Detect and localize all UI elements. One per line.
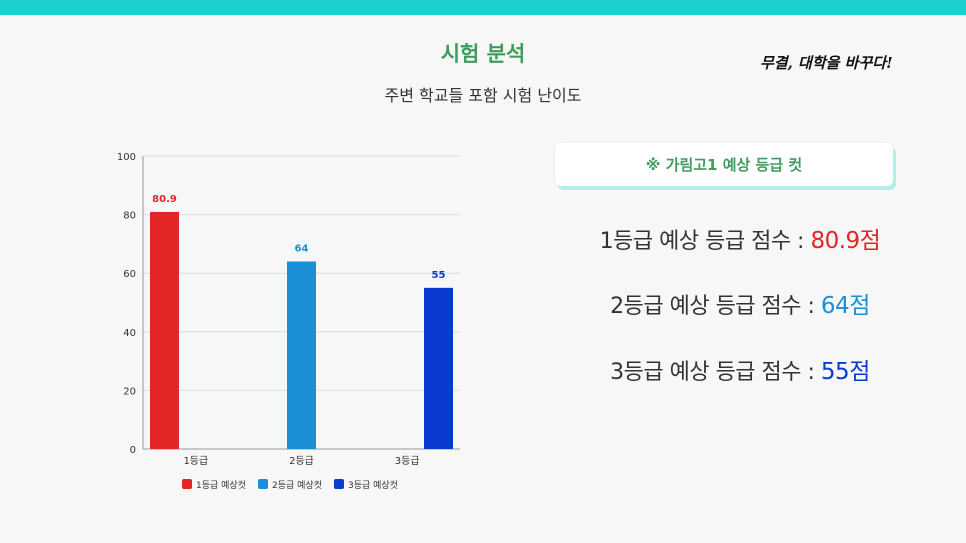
legend-label: 3등급 예상컷 (348, 480, 398, 491)
data-label: 80.9 (152, 194, 177, 205)
page-subtitle: 주변 학교들 포함 시험 난이도 (384, 86, 582, 105)
slogan-logo: 무결, 대학을 바꾸다! (760, 54, 893, 72)
score-line-1: 1등급 예상 등급 점수 : 80.9점 (555, 221, 925, 255)
y-tick-label: 0 (130, 445, 136, 456)
x-tick-label: 3등급 (395, 455, 420, 467)
score-label-1: 1등급 예상 등급 점수 : (599, 229, 811, 254)
x-tick-label: 1등급 (183, 455, 208, 467)
y-tick-label: 100 (117, 152, 136, 163)
y-tick-label: 80 (123, 211, 136, 222)
score-value-1: 80.9점 (810, 228, 881, 254)
bar (287, 261, 316, 449)
score-label-2: 2등급 예상 등급 점수 : (610, 294, 821, 319)
grade-cut-panel: ※ 가림고1 예상 등급 컷 (555, 143, 893, 186)
grade-cut-heading: ※ 가림고1 예상 등급 컷 (645, 156, 803, 174)
score-line-3: 3등급 예상 등급 점수 : 55점 (555, 352, 925, 386)
y-tick-label: 40 (123, 328, 136, 339)
bar (150, 211, 179, 449)
y-tick-label: 60 (123, 269, 136, 280)
bar-chart: 0 20 40 60 80 100 1등급 2등급 3등급 80.9 64 55 1등급 예상컷 2등급 … (117, 152, 460, 491)
page-title: 시험 분석 (440, 42, 526, 66)
legend-swatch (334, 479, 344, 489)
data-label: 64 (295, 243, 309, 254)
legend-label: 1등급 예상컷 (196, 480, 246, 491)
y-tick-label: 20 (123, 386, 136, 397)
x-tick-label: 2등급 (289, 455, 314, 467)
legend-label: 2등급 예상컷 (272, 480, 322, 491)
top-accent-bar (0, 0, 966, 15)
bar (424, 287, 453, 449)
data-label: 55 (432, 270, 446, 281)
score-value-2: 64점 (820, 293, 870, 319)
score-label-3: 3등급 예상 등급 점수 : (610, 360, 821, 385)
legend-swatch (258, 479, 268, 489)
score-line-2: 2등급 예상 등급 점수 : 64점 (555, 286, 925, 320)
score-value-3: 55점 (820, 359, 870, 385)
legend-swatch (182, 479, 192, 489)
